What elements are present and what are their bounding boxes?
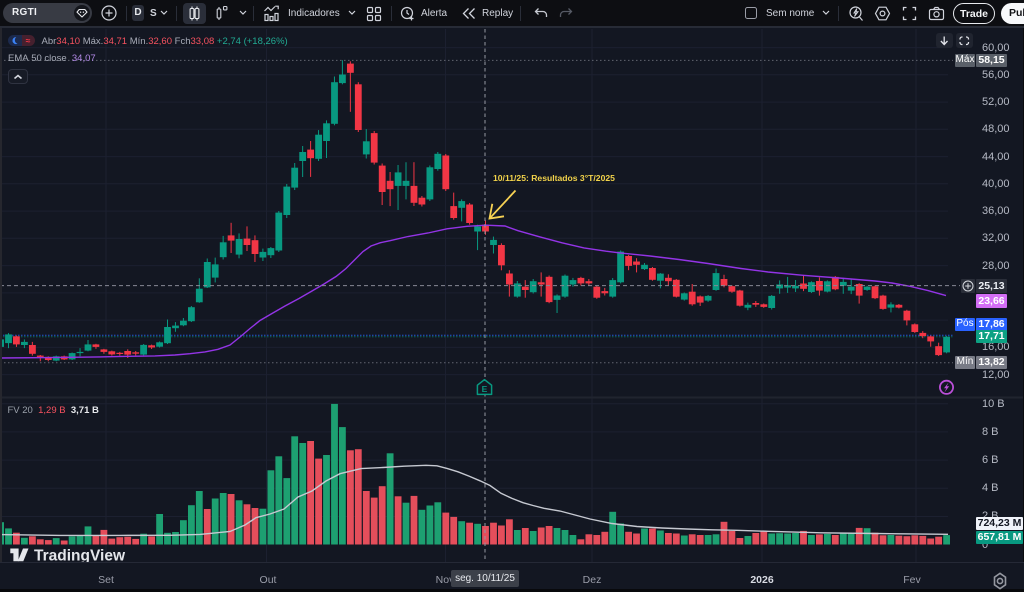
svg-text:≈: ≈ [26, 35, 31, 45]
svg-text:TradingView: TradingView [34, 547, 126, 564]
svg-text:E: E [482, 384, 488, 394]
